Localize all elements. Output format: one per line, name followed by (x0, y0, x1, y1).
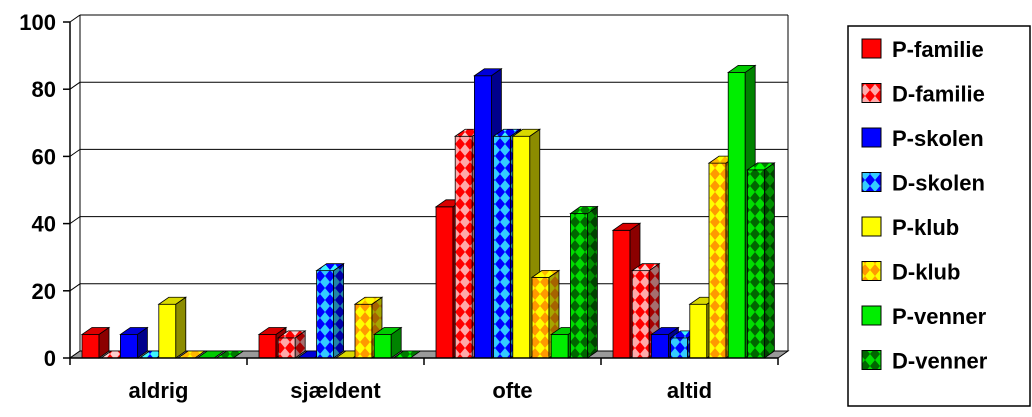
legend-swatch (861, 305, 882, 326)
legend-swatch (861, 172, 882, 192)
legend-item: D-skolen (861, 171, 985, 196)
bar-front (531, 276, 550, 359)
bar-front (158, 303, 177, 359)
legend-swatch (861, 350, 882, 370)
bar-top (746, 162, 776, 171)
y-tick-label: 60 (32, 144, 56, 169)
bar-top (157, 296, 188, 305)
bar (119, 326, 149, 359)
bar-front (493, 135, 512, 359)
legend-item: D-familie (861, 82, 985, 107)
legend-item: D-klub (861, 260, 960, 285)
gridline-side (69, 283, 81, 292)
bar-front (473, 75, 492, 359)
legend-label: P-skolen (892, 126, 984, 151)
bar (157, 296, 188, 359)
bar-front (747, 169, 765, 359)
bar-front (651, 334, 669, 359)
bar-side (333, 262, 345, 359)
legend-label: P-venner (892, 304, 987, 329)
bar-side (175, 296, 187, 359)
gridline-side (69, 81, 81, 90)
bar-front (258, 334, 277, 359)
legend-swatch (861, 127, 882, 148)
x-tick-label: aldrig (129, 378, 189, 403)
legend-label: D-skolen (892, 171, 985, 196)
bar-front (612, 229, 631, 359)
bar-top (257, 327, 288, 335)
bar-top (80, 327, 111, 335)
bar (80, 326, 111, 359)
legend-item: D-venner (861, 349, 988, 374)
bar-front (120, 334, 138, 359)
bar-top (650, 327, 680, 335)
bar (746, 162, 776, 359)
bar-top (353, 296, 384, 305)
legend: P-familie D-familie P-skolen D-skolen P-klub… (847, 25, 1031, 407)
bar-top (315, 263, 345, 272)
bar-front (689, 303, 708, 359)
bar-front (435, 206, 454, 359)
gridlines (68, 14, 790, 359)
bar-top (473, 68, 503, 77)
legend-label: D-venner (892, 349, 988, 374)
bar-top (611, 222, 642, 231)
y-tick-label: 0 (44, 346, 56, 371)
bar-top (726, 65, 757, 73)
axes: 0 20 40 60 80 100 aldrig sjældent ofte altid (19, 10, 779, 403)
bar-side (587, 205, 598, 359)
gridline-side (69, 216, 81, 225)
legend-swatch (861, 216, 882, 237)
bar-top (511, 128, 542, 137)
bar-front (631, 270, 650, 359)
bar-front (670, 337, 688, 359)
bar-front (454, 135, 473, 359)
legend-item: P-skolen (861, 126, 984, 151)
y-tick-label: 100 (19, 10, 56, 35)
bar-front (512, 135, 531, 359)
y-tick-label: 80 (32, 77, 56, 102)
legend-item: P-familie (861, 37, 984, 62)
bar-top (372, 327, 403, 335)
gridline-side (69, 148, 81, 157)
bar-front (354, 303, 373, 359)
y-tick-label: 40 (32, 212, 56, 237)
bars (80, 64, 776, 359)
bar-top (630, 263, 661, 272)
bar-front (570, 213, 588, 359)
bar (315, 262, 345, 359)
bar-front (550, 334, 569, 359)
gridline-side (69, 14, 81, 23)
legend-label: D-klub (892, 260, 960, 285)
legend-label: P-familie (892, 37, 984, 62)
bar-front (277, 337, 296, 359)
bar-top (492, 128, 522, 137)
legend-swatch (861, 83, 882, 103)
bar-side (764, 162, 775, 359)
bar-front (81, 334, 100, 359)
legend-swatch (861, 261, 882, 281)
bar-front (316, 270, 335, 359)
bar-front (373, 334, 392, 359)
y-tick-label: 20 (32, 279, 56, 304)
bar (276, 330, 307, 359)
x-tick-label: sjældent (290, 378, 381, 403)
legend-label: D-familie (892, 82, 985, 107)
legend-label: P-klub (892, 215, 959, 240)
legend-item: P-klub (861, 215, 959, 240)
legend-swatch (861, 38, 882, 59)
bar (569, 205, 599, 359)
x-tick-label: altid (667, 378, 712, 403)
bar (372, 326, 403, 359)
bar-top (276, 330, 307, 339)
bar-top (569, 206, 599, 214)
bar-top (530, 269, 561, 278)
bar-top (119, 327, 149, 335)
x-tick-label: ofte (492, 378, 532, 403)
bar-front (727, 72, 746, 359)
legend-item: P-venner (861, 304, 987, 329)
bar-front (708, 162, 727, 359)
